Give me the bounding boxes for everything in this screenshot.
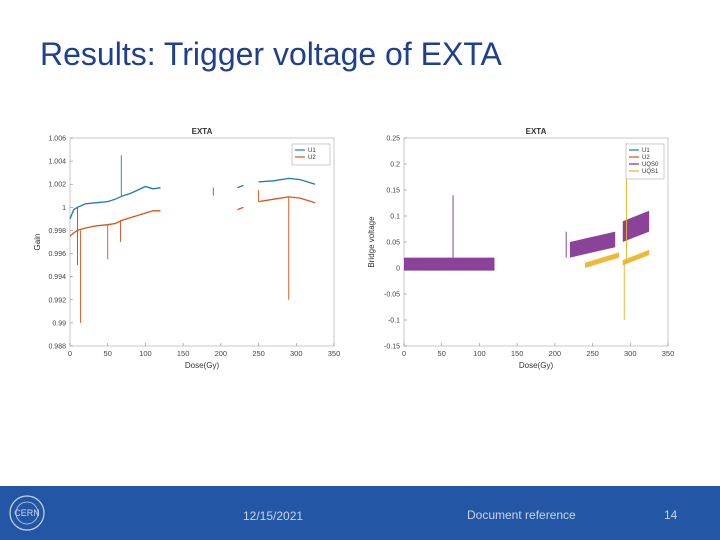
x-tick-label: 300 [290, 349, 303, 358]
legend-label: U2 [308, 155, 316, 161]
x-tick-label: 200 [215, 349, 228, 358]
y-tick-label: 0.998 [48, 228, 66, 235]
y-tick-label: 0.25 [386, 136, 400, 143]
legend-label: UQS0 [642, 162, 659, 168]
y-tick-label: 1.004 [48, 159, 66, 166]
x-tick-label: 150 [511, 349, 524, 358]
x-tick-label: 350 [662, 349, 675, 358]
x-tick-label: 200 [549, 349, 562, 358]
y-tick-label: 0 [396, 266, 400, 273]
x-tick-label: 150 [177, 349, 190, 358]
series-uqs0 [404, 195, 650, 271]
x-tick-label: 250 [586, 349, 599, 358]
legend-box [291, 143, 331, 166]
y-tick-label: 0.1 [390, 214, 400, 221]
x-tick-label: 50 [438, 349, 446, 358]
footer-bar: CERN 12/15/2021 Document reference 14 [0, 486, 720, 540]
y-tick-label: 0.05 [386, 240, 400, 247]
y-tick-label: 0.988 [48, 344, 66, 351]
gain-chart: EXTA 0 50 100 150 200 250 300 350 0.988 0.99 0.992 0… [30, 122, 348, 372]
series-uqs1 [585, 143, 650, 320]
cern-logo-icon: CERN [9, 495, 45, 531]
series-line [69, 210, 161, 237]
y-tick-label: 0.15 [386, 188, 400, 195]
x-tick-label: 0 [402, 349, 406, 358]
chart-svg: EXTA 0 50 100 150 200 250 300 350 0.988 0.99 0.992 0… [33, 127, 341, 370]
y-tick-label: 1.002 [48, 182, 66, 189]
x-tick-label: 300 [624, 349, 637, 358]
series-band [585, 252, 619, 268]
y-tick-label: 1 [62, 205, 66, 212]
x-tick-label: 0 [68, 349, 72, 358]
y-axis-label: Gain [33, 234, 42, 251]
chart-title: EXTA [192, 127, 213, 136]
y-axis-label: Bridge voltage [367, 216, 376, 268]
series-line [237, 184, 244, 189]
y-tick-label: -0.1 [388, 318, 400, 325]
bridge-voltage-chart: EXTA 0 50 100 150 200 250 300 350 -0.15 -0.1 -0.05 0… [364, 122, 682, 372]
x-tick-label: 50 [104, 349, 112, 358]
legend-label: U1 [308, 148, 316, 154]
y-tick-label: -0.05 [384, 292, 400, 299]
series-line [69, 185, 161, 220]
footer-page-number: 14 [664, 508, 678, 522]
legend-label: UQS1 [642, 169, 659, 175]
y-tick-label: 1.006 [48, 136, 66, 143]
y-tick-label: 0.994 [48, 274, 66, 281]
chart-title: EXTA [526, 127, 547, 136]
series-band [622, 249, 650, 266]
series-line [258, 177, 316, 185]
series-band [569, 231, 616, 258]
series-band [404, 257, 495, 271]
slide-title: Results: Trigger voltage of EXTA [40, 36, 502, 72]
x-axis-label: Dose(Gy) [185, 361, 220, 370]
cern-logo-text: CERN [14, 508, 40, 518]
series-line [258, 196, 316, 204]
series-line [237, 206, 244, 211]
legend-label: U1 [642, 148, 650, 154]
series-band [622, 210, 650, 242]
x-tick-label: 100 [139, 349, 152, 358]
x-tick-label: 100 [473, 349, 486, 358]
x-tick-label: 250 [252, 349, 265, 358]
y-tick-label: -0.15 [384, 344, 400, 351]
x-tick-label: 350 [328, 349, 341, 358]
y-tick-label: 0.2 [390, 162, 400, 169]
chart-svg: EXTA 0 50 100 150 200 250 300 350 -0.15 -0.1 -0.05 0… [367, 127, 675, 370]
x-axis-label: Dose(Gy) [519, 361, 554, 370]
y-tick-label: 0.99 [52, 320, 66, 327]
y-tick-label: 0.992 [48, 297, 66, 304]
legend-label: U2 [642, 155, 650, 161]
y-tick-label: 0.996 [48, 251, 66, 258]
series-u2 [69, 190, 316, 323]
footer-date: 12/15/2021 [243, 509, 304, 523]
footer-document-reference: Document reference [467, 508, 576, 522]
plot-area [69, 137, 335, 347]
series-u1 [69, 155, 316, 266]
